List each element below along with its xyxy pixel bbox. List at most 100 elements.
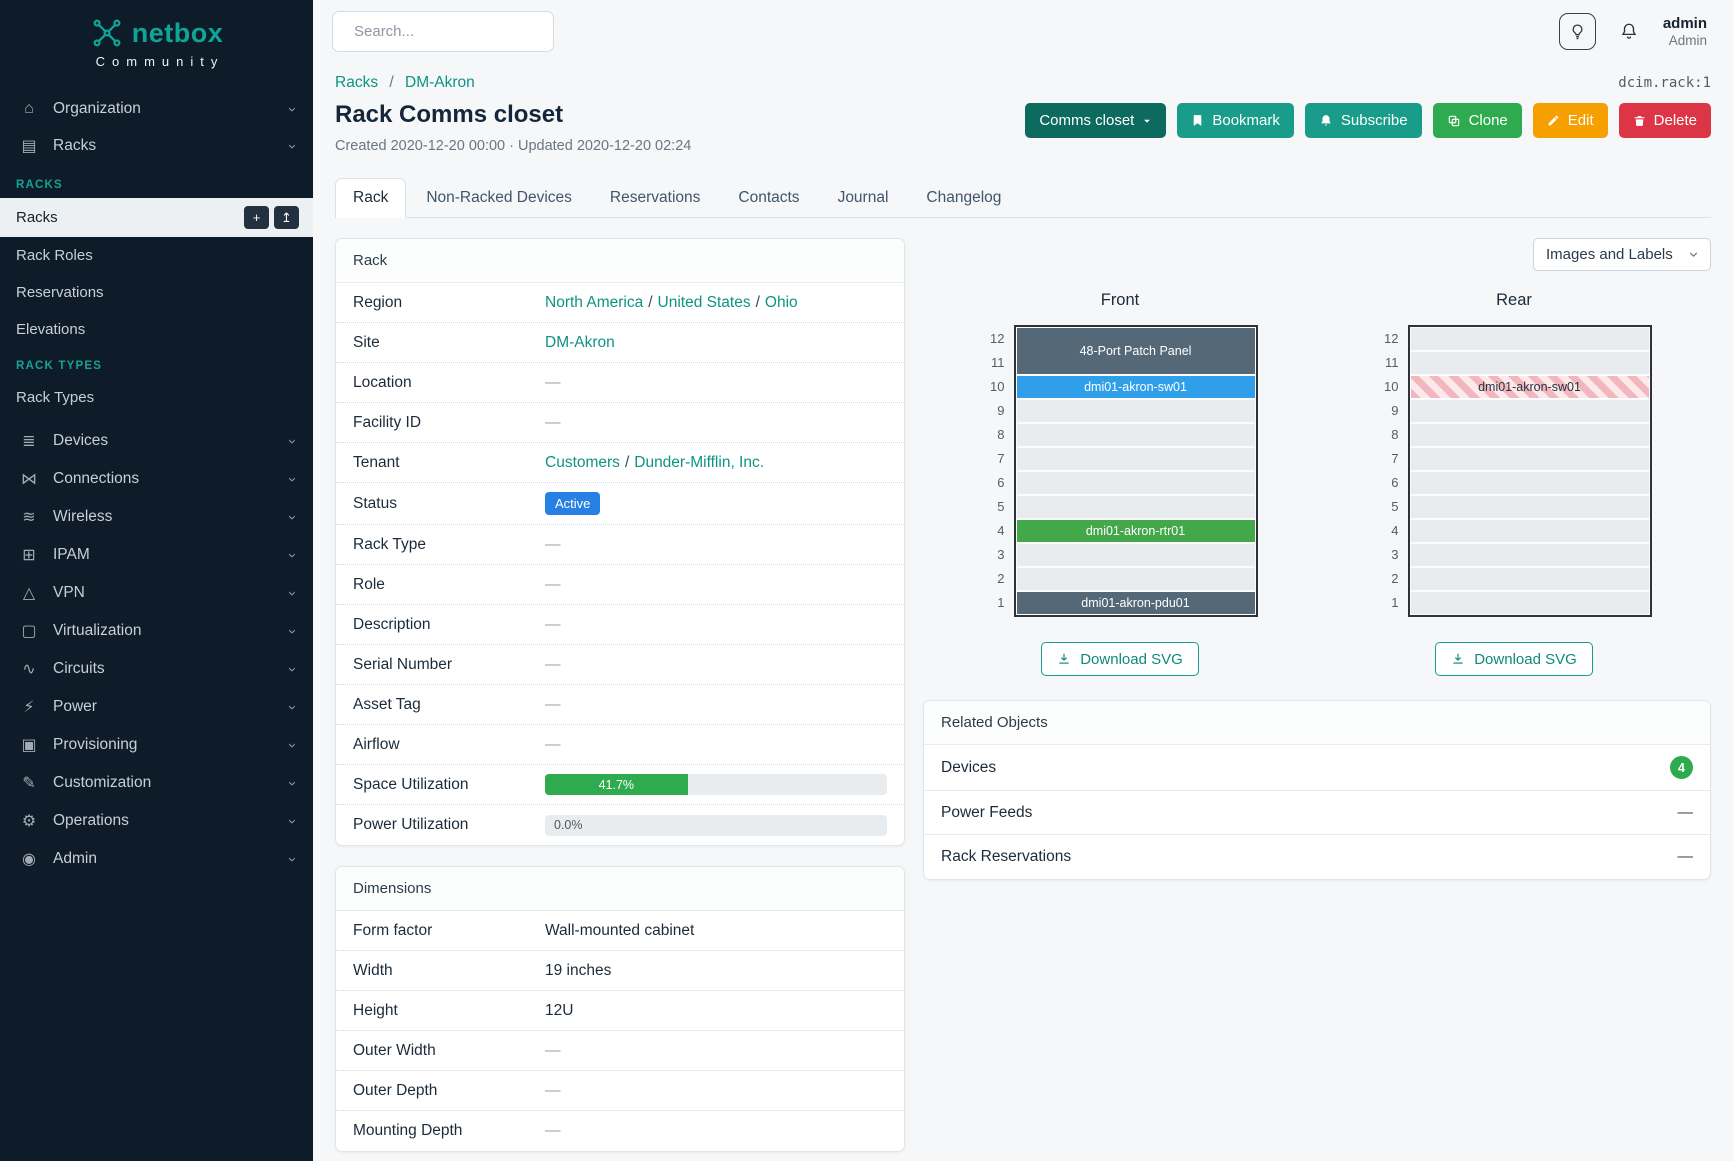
utilization-bar: 41.7% <box>545 774 887 795</box>
sidebar: netbox Community ⌂ Organization › ▤ Racks › RA… <box>0 0 313 1161</box>
field-value: Customers / Dunder-Mifflin, Inc. <box>545 454 887 472</box>
utilization-label: 0.0% <box>554 818 583 832</box>
sidebar-item-virtualization[interactable]: ▢ Virtualization › <box>10 612 303 650</box>
sidebar-item-racks[interactable]: Racks + ↥ <box>0 198 313 237</box>
sidebar-item-organization[interactable]: ⌂ Organization › <box>10 91 303 127</box>
field-text: Wall-mounted cabinet <box>545 921 695 939</box>
sidebar-item-vpn[interactable]: △ VPN › <box>10 574 303 612</box>
theme-toggle-button[interactable] <box>1558 12 1596 50</box>
field-text: — <box>545 1122 561 1139</box>
sidebar-item-reservations[interactable]: Reservations <box>0 274 313 311</box>
empty-slot-u5[interactable] <box>1015 495 1256 519</box>
sidebar-item-provisioning[interactable]: ▣ Provisioning › <box>10 726 303 764</box>
empty-slot-u8[interactable] <box>1409 423 1650 447</box>
unit-number: 12 <box>1384 331 1399 346</box>
empty-slot-u4[interactable] <box>1409 519 1650 543</box>
sidebar-item-circuits[interactable]: ∿ Circuits › <box>10 650 303 688</box>
rear-download-svg-button[interactable]: Download SVG <box>1435 642 1593 676</box>
subscribe-button[interactable]: Subscribe <box>1304 103 1422 138</box>
search-input[interactable] <box>354 22 553 40</box>
chevron-down-icon: › <box>284 704 301 710</box>
sidebar-item-elevations[interactable]: Elevations <box>0 311 313 348</box>
rack-device-48-port-patch-panel[interactable]: 48-Port Patch Panel <box>1015 327 1256 375</box>
elevation-view-select-value: Images and Labels <box>1546 246 1673 263</box>
tab-contacts[interactable]: Contacts <box>720 178 817 218</box>
unit-number: 3 <box>997 547 1005 562</box>
tab-non-racked-devices[interactable]: Non-Racked Devices <box>408 178 590 218</box>
empty-slot-u1[interactable] <box>1409 591 1650 615</box>
object-tabs: Rack Non-Racked Devices Reservations Contac… <box>335 178 1711 218</box>
sidebar-item-devices[interactable]: ≣ Devices › <box>10 422 303 460</box>
rack-device-dmi01-akron-sw01[interactable]: dmi01-akron-sw01 <box>1015 375 1256 399</box>
racks-icon: ▤ <box>21 138 37 155</box>
sidebar-item-rack-types[interactable]: Rack Types <box>0 379 313 416</box>
related-row-power-feeds[interactable]: Power Feeds — <box>924 791 1710 835</box>
add-rack-button[interactable]: + <box>244 206 269 229</box>
elevation-view-select[interactable]: Images and Labels <box>1533 238 1711 271</box>
empty-slot-u7[interactable] <box>1409 447 1650 471</box>
empty-slot-u11[interactable] <box>1409 351 1650 375</box>
notifications-button[interactable] <box>1611 13 1648 50</box>
empty-slot-u6[interactable] <box>1409 471 1650 495</box>
edit-pencil-icon <box>1548 115 1559 126</box>
breadcrumb-site-link[interactable]: DM-Akron <box>405 74 475 91</box>
sidebar-item-admin[interactable]: ◉ Admin › <box>10 840 303 878</box>
tab-journal[interactable]: Journal <box>820 178 907 218</box>
value-link[interactable]: DM-Akron <box>545 333 615 351</box>
value-link[interactable]: United States <box>657 293 751 311</box>
bookmark-button[interactable]: Bookmark <box>1177 103 1294 138</box>
field-value: — <box>545 1122 887 1140</box>
edit-button[interactable]: Edit <box>1532 103 1608 138</box>
value-link[interactable]: Customers <box>545 453 620 471</box>
empty-slot-u9[interactable] <box>1409 399 1650 423</box>
topbar: admin Admin <box>313 0 1733 62</box>
user-menu[interactable]: admin Admin <box>1663 15 1707 48</box>
field-value: — <box>545 616 887 634</box>
delete-button[interactable]: Delete <box>1618 103 1711 138</box>
context-dropdown-button[interactable]: Comms closet <box>1025 103 1167 138</box>
related-row-devices[interactable]: Devices 4 <box>924 745 1710 791</box>
value-link[interactable]: Ohio <box>764 293 798 311</box>
action-buttons: Comms closet Bookmark Subscribe Clone <box>1025 103 1711 138</box>
brand[interactable]: netbox Community <box>0 0 313 77</box>
empty-slot-u3[interactable] <box>1015 543 1256 567</box>
sidebar-item-ipam[interactable]: ⊞ IPAM › <box>10 536 303 574</box>
empty-slot-u5[interactable] <box>1409 495 1650 519</box>
clone-button[interactable]: Clone <box>1432 103 1522 138</box>
sidebar-item-connections[interactable]: ⋈ Connections › <box>10 460 303 498</box>
empty-slot-u6[interactable] <box>1015 471 1256 495</box>
sidebar-item-operations[interactable]: ⚙ Operations › <box>10 802 303 840</box>
rack-device-dmi01-akron-pdu01[interactable]: dmi01-akron-pdu01 <box>1015 591 1256 615</box>
rack-device-dmi01-akron-sw01[interactable]: dmi01-akron-sw01 <box>1409 375 1650 399</box>
value-link[interactable]: North America <box>545 293 644 311</box>
rack-device-dmi01-akron-rtr01[interactable]: dmi01-akron-rtr01 <box>1015 519 1256 543</box>
rack-field-row: Rack Type — <box>336 525 904 565</box>
tab-changelog[interactable]: Changelog <box>908 178 1019 218</box>
sidebar-item-power[interactable]: ⚡ Power › <box>10 688 303 726</box>
breadcrumb-racks-link[interactable]: Racks <box>335 74 379 91</box>
value-link[interactable]: Dunder-Mifflin, Inc. <box>634 453 765 471</box>
title-block: Rack Comms closet Created 2020-12-20 00:… <box>335 101 691 154</box>
import-rack-button[interactable]: ↥ <box>274 206 299 229</box>
tab-reservations[interactable]: Reservations <box>592 178 718 218</box>
chevron-down-icon: › <box>284 742 301 748</box>
empty-slot-u9[interactable] <box>1015 399 1256 423</box>
empty-slot-u2[interactable] <box>1015 567 1256 591</box>
empty-slot-u3[interactable] <box>1409 543 1650 567</box>
empty-slot-u7[interactable] <box>1015 447 1256 471</box>
related-row-rack-reservations[interactable]: Rack Reservations — <box>924 835 1710 879</box>
front-rack-frame: 48-Port Patch Panel dmi01-akron-sw01 dmi01… <box>1013 325 1258 617</box>
tab-rack[interactable]: Rack <box>335 178 407 218</box>
empty-slot-u12[interactable] <box>1409 327 1650 351</box>
field-text: 19 inches <box>545 961 612 979</box>
related-objects-title: Related Objects <box>924 701 1710 745</box>
sidebar-item-customization[interactable]: ✎ Customization › <box>10 764 303 802</box>
sidebar-item-racks[interactable]: ▤ Racks › <box>10 127 303 165</box>
circuits-icon: ∿ <box>22 661 36 678</box>
empty-slot-u8[interactable] <box>1015 423 1256 447</box>
sidebar-item-rack-roles[interactable]: Rack Roles <box>0 237 313 274</box>
front-download-svg-button[interactable]: Download SVG <box>1041 642 1199 676</box>
empty-slot-u2[interactable] <box>1409 567 1650 591</box>
sidebar-item-wireless[interactable]: ≋ Wireless › <box>10 498 303 536</box>
related-label: Rack Reservations <box>941 848 1072 865</box>
